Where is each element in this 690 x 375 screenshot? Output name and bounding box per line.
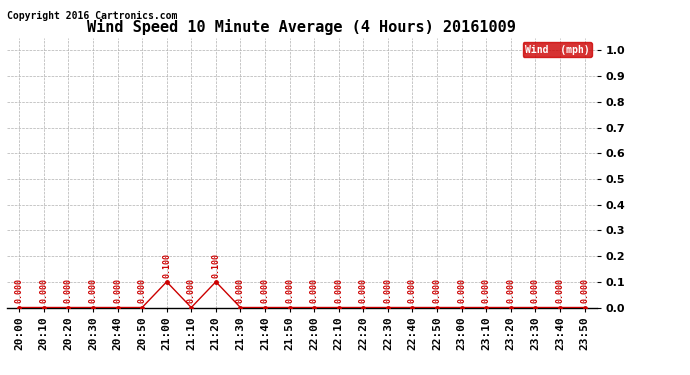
Legend: Wind  (mph): Wind (mph) (522, 42, 592, 57)
Text: 0.000: 0.000 (408, 278, 417, 303)
Text: 0.000: 0.000 (457, 278, 466, 303)
Text: 0.000: 0.000 (88, 278, 97, 303)
Text: 0.000: 0.000 (64, 278, 73, 303)
Text: 0.000: 0.000 (359, 278, 368, 303)
Title: Wind Speed 10 Minute Average (4 Hours) 20161009: Wind Speed 10 Minute Average (4 Hours) 2… (88, 19, 516, 35)
Text: 0.000: 0.000 (506, 278, 515, 303)
Text: 0.000: 0.000 (39, 278, 48, 303)
Text: 0.000: 0.000 (433, 278, 442, 303)
Text: 0.000: 0.000 (137, 278, 146, 303)
Text: 0.000: 0.000 (482, 278, 491, 303)
Text: 0.000: 0.000 (580, 278, 589, 303)
Text: 0.000: 0.000 (113, 278, 122, 303)
Text: 0.000: 0.000 (531, 278, 540, 303)
Text: 0.000: 0.000 (285, 278, 294, 303)
Text: 0.000: 0.000 (236, 278, 245, 303)
Text: 0.000: 0.000 (334, 278, 343, 303)
Text: 0.000: 0.000 (187, 278, 196, 303)
Text: 0.000: 0.000 (310, 278, 319, 303)
Text: 0.000: 0.000 (555, 278, 564, 303)
Text: Copyright 2016 Cartronics.com: Copyright 2016 Cartronics.com (7, 11, 177, 21)
Text: 0.100: 0.100 (162, 253, 171, 278)
Text: 0.000: 0.000 (14, 278, 23, 303)
Text: 0.000: 0.000 (261, 278, 270, 303)
Text: 0.100: 0.100 (211, 253, 220, 278)
Text: 0.000: 0.000 (384, 278, 393, 303)
